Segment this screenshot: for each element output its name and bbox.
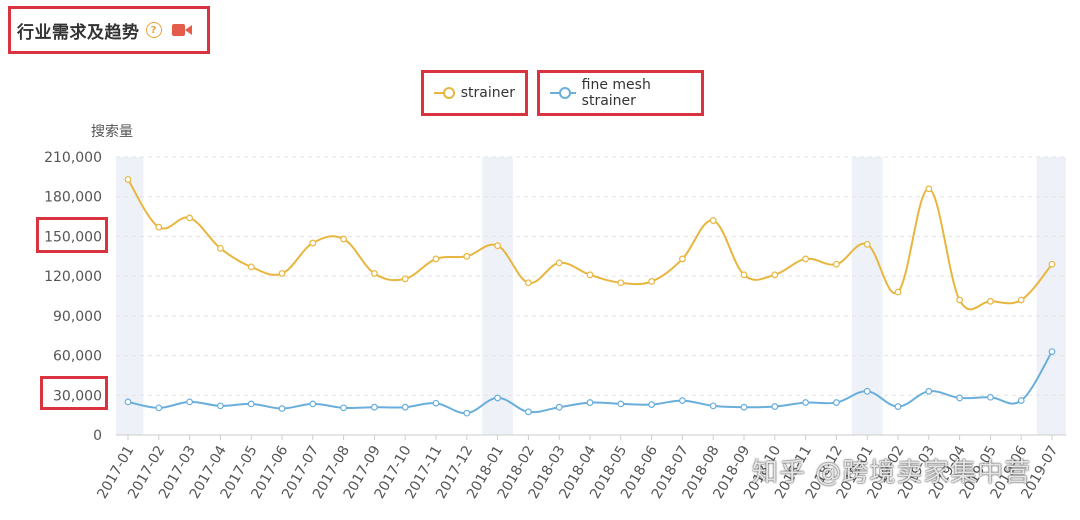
data-point — [648, 278, 655, 285]
data-point — [186, 214, 194, 222]
data-point — [709, 402, 717, 410]
data-point — [525, 408, 532, 416]
data-point — [833, 260, 840, 268]
data-point — [247, 400, 255, 408]
data-point — [802, 255, 809, 263]
data-point — [771, 403, 779, 410]
data-point — [401, 275, 409, 283]
highlight-band — [116, 157, 144, 435]
data-point — [124, 398, 132, 406]
data-point — [802, 399, 809, 406]
legend-line-icon — [434, 87, 455, 99]
data-point — [617, 400, 625, 408]
y-tick-label: 60,000 — [53, 349, 102, 365]
legend-item-fine-mesh-strainer[interactable]: fine mesh strainer — [537, 70, 704, 116]
y-tick-label: 210,000 — [44, 150, 102, 166]
data-point — [863, 387, 871, 395]
data-point — [155, 404, 163, 412]
highlight-box-150000 — [36, 217, 108, 253]
data-point — [432, 399, 440, 407]
data-point — [432, 255, 440, 263]
y-tick-label: 30,000 — [53, 388, 102, 404]
legend-line-icon — [550, 87, 576, 99]
data-point — [340, 235, 348, 243]
data-point — [494, 242, 502, 250]
data-point — [956, 296, 963, 304]
data-point — [894, 288, 902, 296]
data-point — [679, 255, 686, 263]
data-point — [371, 403, 378, 411]
data-point — [247, 263, 255, 271]
legend-label: strainer — [460, 85, 515, 101]
y-tick-label: 180,000 — [44, 190, 102, 206]
data-point — [216, 244, 224, 252]
y-tick-label: 90,000 — [53, 309, 102, 325]
highlight-box-30000 — [40, 376, 108, 410]
data-point — [894, 403, 902, 410]
highlight-band — [1036, 157, 1066, 435]
data-point — [309, 239, 317, 247]
question-circle-icon[interactable]: ? — [145, 22, 162, 38]
data-point — [771, 271, 779, 279]
data-point — [494, 394, 502, 402]
data-point — [648, 401, 655, 408]
data-point — [186, 398, 194, 406]
data-point — [309, 400, 317, 408]
data-point — [124, 176, 132, 183]
section-header: 行业需求及趋势 ? — [8, 6, 210, 54]
y-tick-label: 0 — [93, 428, 102, 444]
legend-label: fine mesh strainer — [581, 77, 651, 109]
video-camera-icon[interactable] — [171, 23, 192, 37]
data-point — [555, 403, 563, 411]
data-point — [987, 297, 994, 305]
data-point — [1017, 397, 1025, 404]
highlight-band — [482, 157, 513, 435]
data-point — [525, 279, 532, 287]
y-tick-label: 120,000 — [44, 269, 102, 285]
data-point — [216, 402, 224, 410]
data-point — [679, 397, 686, 404]
series-line-strainer — [127, 178, 1053, 311]
data-point — [863, 240, 871, 248]
data-point — [740, 403, 748, 411]
data-point — [401, 403, 409, 411]
data-point — [586, 399, 594, 406]
data-point — [371, 270, 378, 277]
data-point — [340, 404, 348, 412]
data-point — [555, 259, 563, 267]
data-point — [709, 217, 717, 224]
data-point — [1048, 260, 1056, 268]
data-point — [925, 185, 933, 193]
data-point — [833, 399, 840, 406]
data-point — [463, 252, 471, 260]
y-axis-title: 搜索量 — [91, 123, 133, 140]
data-point — [278, 270, 286, 277]
legend-item-strainer[interactable]: strainer — [421, 70, 528, 116]
data-point — [617, 279, 625, 287]
data-point — [463, 409, 471, 417]
data-point — [925, 387, 933, 395]
data-point — [1017, 296, 1025, 304]
data-point — [1048, 348, 1056, 356]
page-title: 行业需求及趋势 — [17, 22, 140, 43]
data-point — [278, 405, 286, 412]
y-tick-label: 150,000 — [44, 229, 102, 245]
watermark: 知乎 @跨境卖家集中营 — [752, 458, 1032, 488]
data-point — [987, 393, 994, 401]
data-point — [155, 223, 163, 231]
data-point — [740, 271, 748, 279]
data-point — [586, 271, 594, 279]
data-point — [956, 394, 963, 402]
